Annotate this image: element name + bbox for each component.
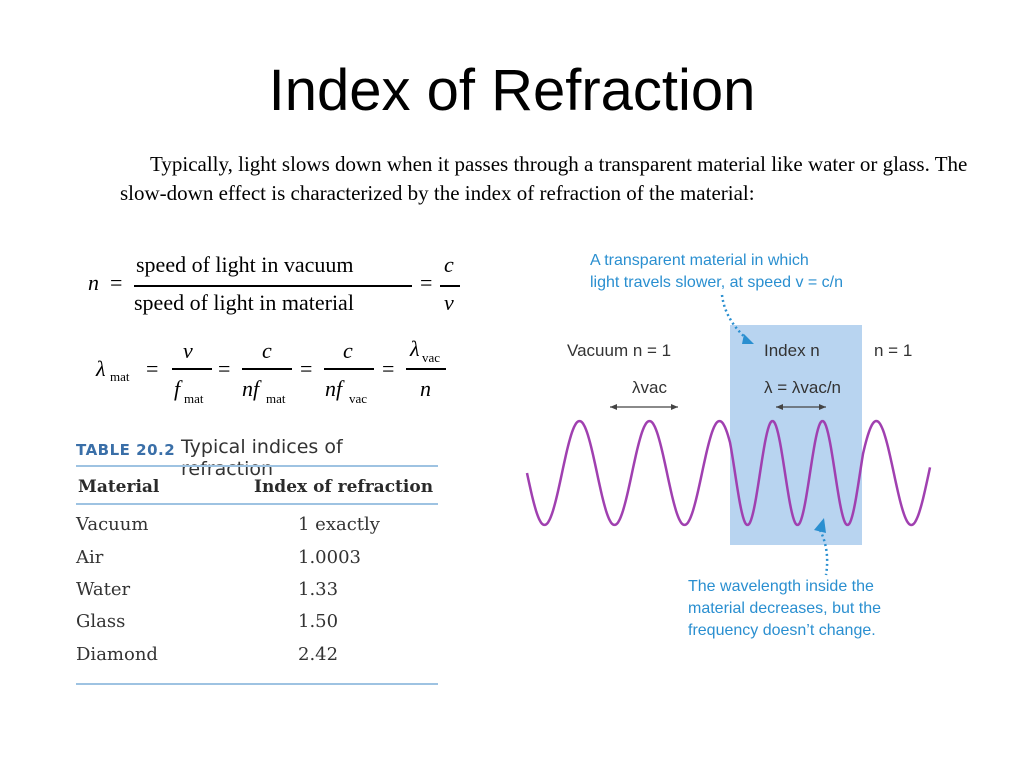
eq2-bar-3 <box>324 368 374 370</box>
table-number: TABLE 20.2 <box>76 441 176 459</box>
eq2-lambda-vac: λ <box>410 336 420 361</box>
eq2-c-2: c <box>343 338 353 363</box>
table-rule-bottom <box>76 683 438 685</box>
top-note-line-2: light travels slower, at speed v = c/n <box>590 274 844 291</box>
top-pointer-arrow <box>720 294 749 341</box>
equation-wavelength: λ mat = v f mat = c nf mat = c nf vac = … <box>96 336 456 416</box>
eq1-fraction-bar <box>134 285 412 287</box>
eq2-sub-mat: mat <box>110 369 130 384</box>
eq2-equals-2: = <box>218 356 231 381</box>
eq2-nf-sub-vac: vac <box>349 391 368 406</box>
light-wave <box>525 419 932 527</box>
eq2-nf-2: nf <box>325 376 343 401</box>
table-cell-material: Air <box>76 547 104 568</box>
eq1-v: v <box>444 290 454 315</box>
table-cell-index: 1.50 <box>298 611 339 632</box>
eq2-f-sub: mat <box>184 391 204 406</box>
eq2-lambda-vac-sub: vac <box>422 350 441 365</box>
table-cell-material: Glass <box>76 611 126 632</box>
vacuum-label: Vacuum n = 1 <box>567 341 672 360</box>
column-header-index: Index of refraction <box>254 477 434 497</box>
lambda-vac-label: λvac <box>632 378 667 397</box>
bottom-note-line-1: The wavelength inside the <box>688 578 874 595</box>
table-header-bar: TABLE 20.2 Typical indices of refraction <box>76 434 438 480</box>
eq2-lambda: λ <box>96 356 106 381</box>
table-rule-header <box>76 503 438 505</box>
eq2-equals-1: = <box>146 356 159 381</box>
lambda-vac-arrowhead-right-icon <box>671 404 678 410</box>
table-cell-index: 2.42 <box>298 644 339 665</box>
eq1-equals-2: = <box>420 270 433 295</box>
lambda-vac-arrowhead-left-icon <box>610 404 617 410</box>
top-note-line-1: A transparent material in which <box>590 252 809 269</box>
lambda-mat-label: λ = λvac/n <box>764 378 842 397</box>
table-cell-index: 1.0003 <box>298 547 361 568</box>
lambda-mat-arrowhead-right-icon <box>819 404 826 410</box>
eq1-numerator: speed of light in vacuum <box>136 252 354 277</box>
eq2-c-1: c <box>262 338 272 363</box>
eq1-equals: = <box>110 270 123 295</box>
eq2-f: f <box>174 376 181 401</box>
eq1-c: c <box>444 252 454 277</box>
table-cell-index: 1.33 <box>298 579 339 600</box>
eq2-bar-4 <box>406 368 446 370</box>
bottom-note-line-3: frequency doesn’t change. <box>688 622 876 639</box>
table-caption: Typical indices of refraction <box>181 436 343 480</box>
eq2-bar-1 <box>172 368 212 370</box>
slide-title: Index of Refraction <box>268 58 756 123</box>
eq2-equals-3: = <box>300 356 313 381</box>
table-cell-material: Diamond <box>76 644 158 665</box>
eq1-denominator: speed of light in material <box>134 290 354 315</box>
eq2-v: v <box>183 338 193 363</box>
bottom-note: The wavelength inside the material decre… <box>688 576 881 642</box>
intro-paragraph: Typically, light slows down when it pass… <box>120 152 968 205</box>
eq2-equals-4: = <box>382 356 395 381</box>
bottom-note-line-2: material decreases, but the <box>688 600 881 617</box>
top-arrowhead-icon <box>742 334 754 344</box>
table-cell-index: 1 exactly <box>298 514 380 535</box>
top-note: A transparent material in which light tr… <box>590 250 843 294</box>
eq2-nf-sub-mat: mat <box>266 391 286 406</box>
table-cell-material: Water <box>76 579 131 600</box>
eq2-n: n <box>420 376 431 401</box>
column-header-material: Material <box>78 477 160 497</box>
table-cell-material: Vacuum <box>76 514 149 535</box>
bottom-arrowhead-icon <box>814 518 826 533</box>
eq2-bar-2 <box>242 368 292 370</box>
equation-index-definition: n = speed of light in vacuum speed of li… <box>88 252 468 332</box>
eq2-nf-1: nf <box>242 376 260 401</box>
table-rule-top <box>76 465 438 467</box>
lambda-mat-arrowhead-left-icon <box>776 404 783 410</box>
eq1-fraction-bar-2 <box>440 285 460 287</box>
eq1-n: n <box>88 270 99 295</box>
index-label: Index n <box>764 341 820 360</box>
n1-label: n = 1 <box>874 341 913 360</box>
